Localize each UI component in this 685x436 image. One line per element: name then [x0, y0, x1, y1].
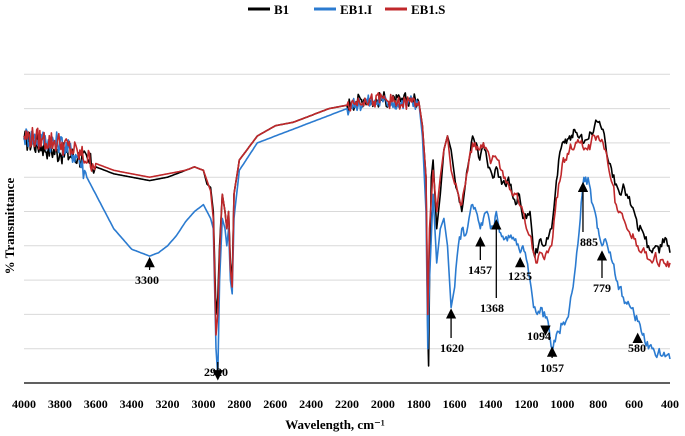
x-tick-labels: 4000 3800 3600 3400 3200 3000 2800 2600 2400 2200…: [12, 397, 679, 411]
x-tick-label: 1000: [550, 397, 574, 411]
peak-label: 1094: [527, 329, 551, 343]
legend-label: B1: [274, 2, 289, 17]
peak-label: 1057: [540, 361, 564, 375]
x-tick-label: 2400: [299, 397, 323, 411]
x-tick-label: 3200: [156, 397, 180, 411]
peak-label: 885: [580, 235, 598, 249]
peak-label: 1235: [508, 269, 532, 283]
x-tick-label: 800: [589, 397, 607, 411]
series-line-b1: [23, 91, 671, 367]
series-line-eb1-i: [23, 94, 671, 377]
y-axis-title: % Transmittance: [2, 177, 17, 274]
x-axis-title: Wavelength, cm⁻¹: [285, 417, 385, 432]
x-tick-label: 2600: [263, 397, 287, 411]
x-tick-label: 2000: [371, 397, 395, 411]
peak-label: 580: [628, 341, 646, 355]
x-tick-label: 3800: [48, 397, 72, 411]
x-tick-label: 2800: [227, 397, 251, 411]
x-tick-label: 4000: [12, 397, 36, 411]
x-tick-label: 1800: [407, 397, 431, 411]
peak-label: 2920: [204, 365, 228, 379]
x-tick-label: 3400: [120, 397, 144, 411]
legend-label: EB1.S: [411, 2, 445, 17]
series-lines: [23, 91, 671, 377]
peak-label: 3300: [135, 273, 159, 287]
x-tick-label: 600: [625, 397, 643, 411]
x-tick-label: 2200: [335, 397, 359, 411]
x-tick-label: 1200: [514, 397, 538, 411]
series-line-eb1-s: [23, 92, 671, 336]
x-tick-label: 400: [661, 397, 679, 411]
legend-label: EB1.I: [340, 2, 372, 17]
peak-label: 1457: [468, 263, 492, 277]
x-tick-label: 3000: [191, 397, 215, 411]
x-tick-label: 1600: [443, 397, 467, 411]
peak-label: 1368: [480, 301, 504, 315]
peak-annotations: 3300 2920 1620 1457 1368 1235 1094 1057 885 779 58…: [135, 181, 646, 381]
x-tick-label: 1400: [479, 397, 503, 411]
grid: [24, 73, 670, 350]
peak-label: 1620: [440, 341, 464, 355]
x-tick-label: 3600: [84, 397, 108, 411]
legend: B1 EB1.I EB1.S: [248, 2, 445, 17]
peak-label: 779: [593, 281, 611, 295]
